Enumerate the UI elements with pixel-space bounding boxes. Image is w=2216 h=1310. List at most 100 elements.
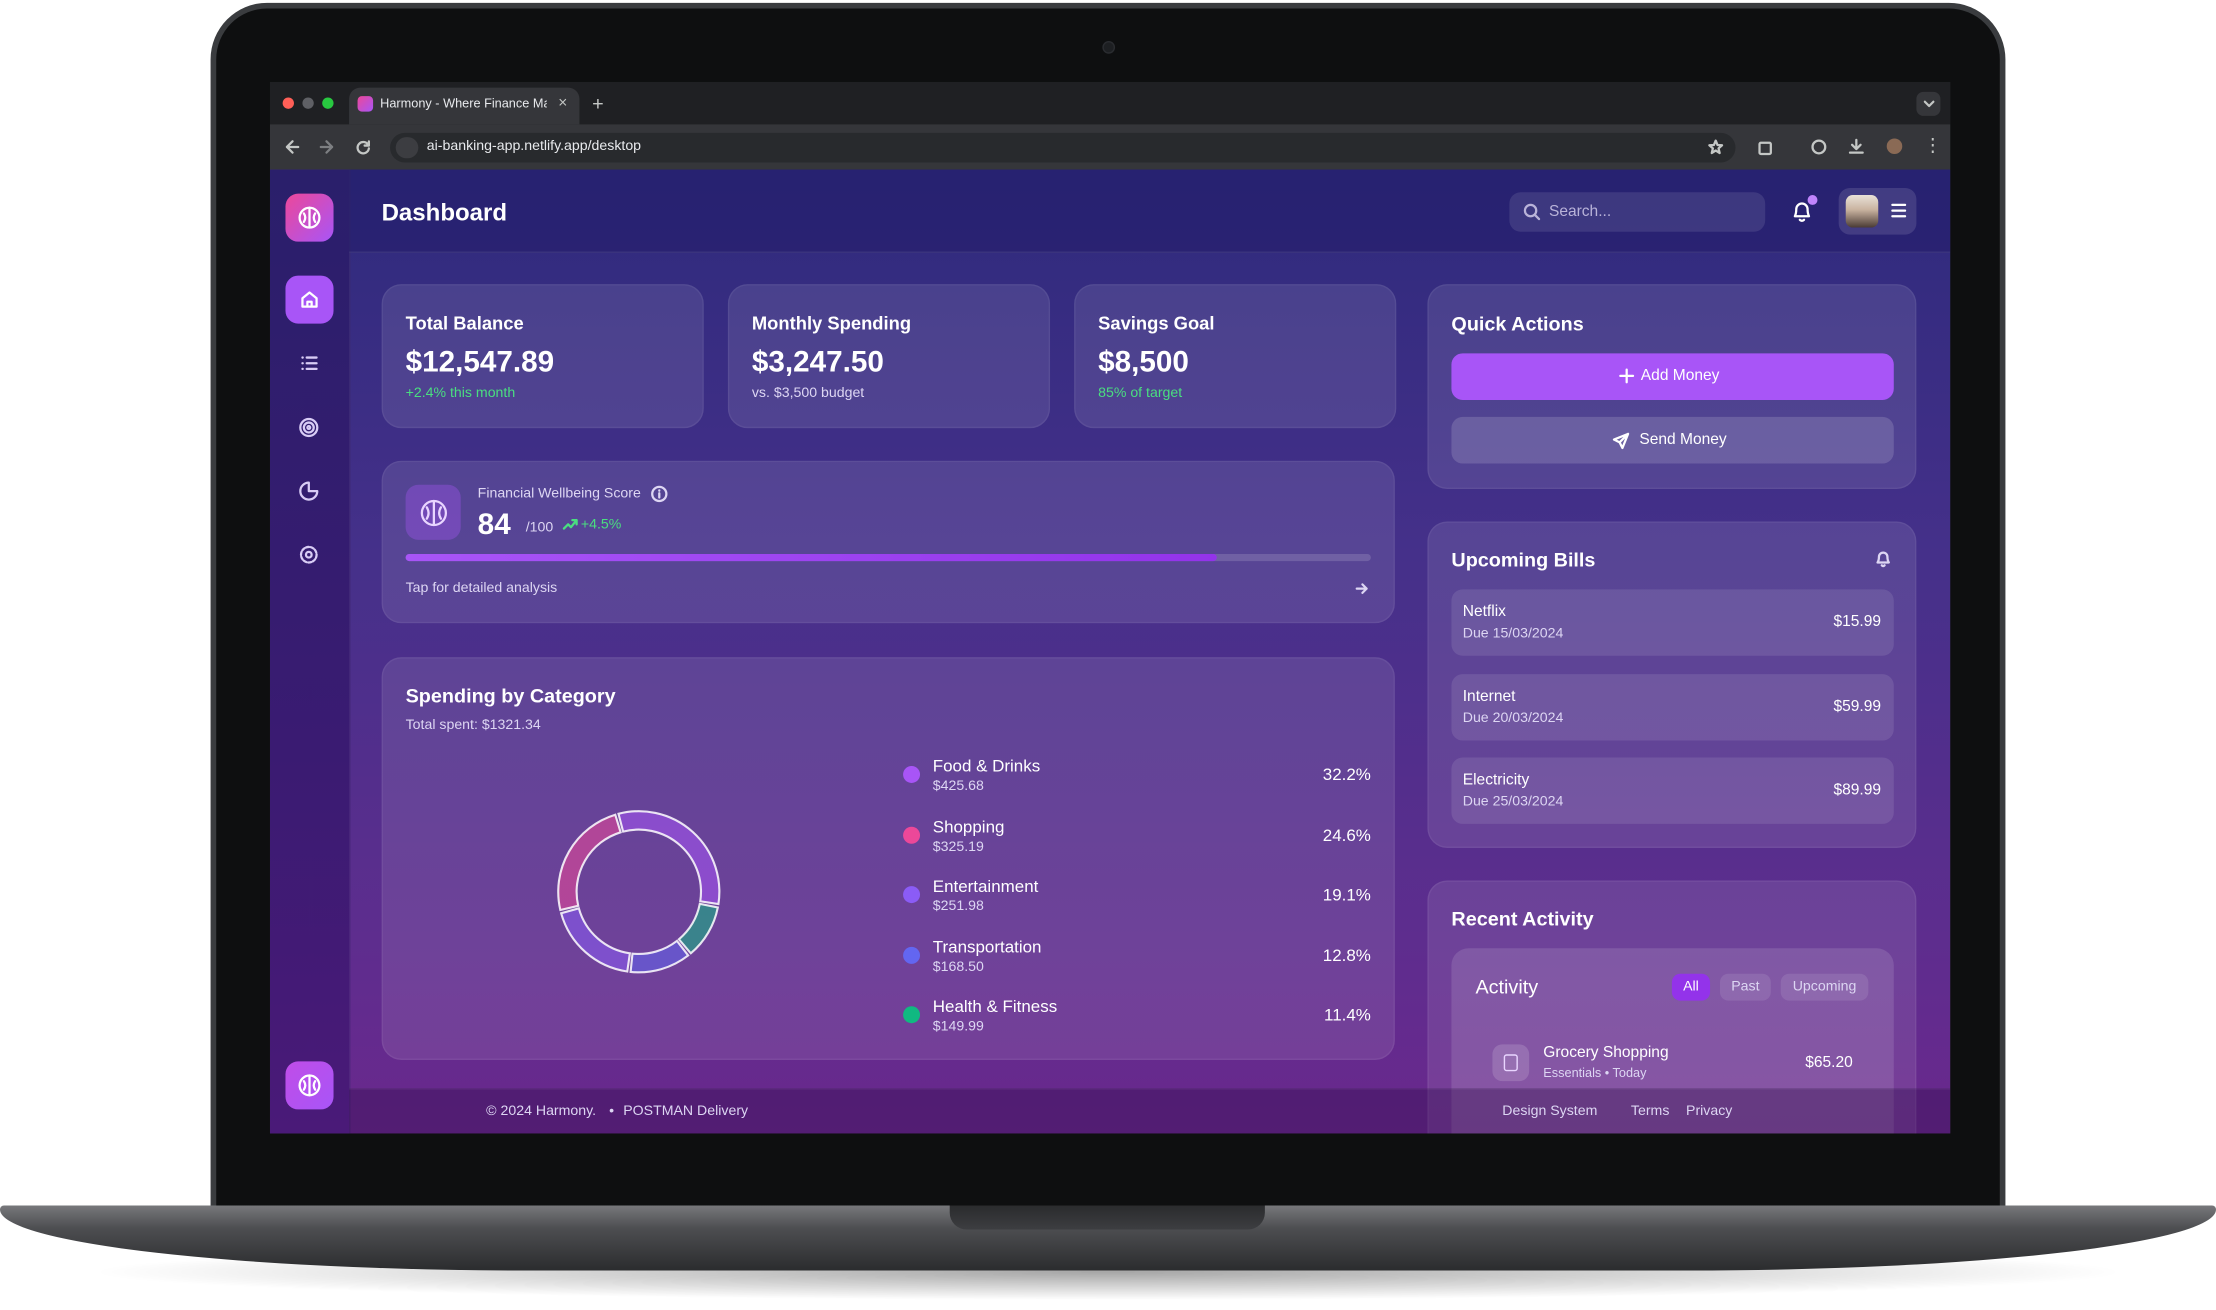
footer-privacy[interactable]: Privacy [1686, 1103, 1733, 1120]
recent-activity-title: Recent Activity [1451, 907, 1594, 930]
legend-category: Health & Fitness [932, 996, 1058, 1017]
wellbeing-scale: /100 [525, 520, 554, 536]
notifications[interactable] [1792, 201, 1812, 222]
stat-label: Total Balance [405, 312, 524, 334]
window-maximize[interactable] [322, 97, 334, 109]
nav-home[interactable] [285, 275, 334, 324]
legend-amount: $168.50 [932, 958, 984, 975]
app: Dashboard Search... Total Balance $12,547… [269, 169, 1951, 1134]
search-placeholder: Search... [1548, 203, 1612, 221]
stat-card [1074, 284, 1397, 429]
wellbeing-link[interactable]: Tap for detailed analysis [405, 580, 558, 597]
tab-title: Harmony - Where Finance Ma [380, 97, 547, 111]
bill-row[interactable] [1451, 589, 1894, 656]
bookmark-star[interactable] [1708, 139, 1724, 155]
assistant-icon [298, 1074, 321, 1097]
donut-segment[interactable] [617, 810, 721, 906]
sidebar [269, 169, 351, 1134]
legend-amount: $251.98 [932, 898, 984, 915]
add-money-button[interactable] [1451, 353, 1894, 400]
stat-card [727, 284, 1051, 429]
send-money-button[interactable] [1451, 416, 1894, 464]
legend-category: Entertainment [932, 876, 1039, 897]
back-button[interactable] [285, 140, 300, 154]
activity-tab[interactable]: Upcoming [1780, 973, 1869, 1001]
legend-percent: 12.8% [1322, 944, 1371, 965]
header [349, 169, 1951, 253]
bills-card [1427, 521, 1917, 848]
stat-value: $8,500 [1098, 346, 1189, 379]
browser-menu[interactable]: ⋮ [1923, 134, 1942, 156]
legend-category: Transportation [932, 936, 1042, 957]
activity-tab-label: Upcoming [1792, 979, 1857, 995]
reload-button[interactable] [356, 140, 370, 155]
donut-segment[interactable] [559, 907, 632, 973]
search-box[interactable] [1509, 192, 1766, 232]
tab-menu-icon [1923, 100, 1935, 108]
site-info[interactable] [395, 137, 419, 159]
recent-activity-card [1427, 880, 1917, 1134]
bills-bell[interactable] [1875, 550, 1891, 568]
favicon [357, 96, 374, 112]
home-icon [301, 291, 318, 308]
info-icon[interactable] [651, 485, 668, 503]
bill-due: Due 25/03/2024 [1462, 794, 1564, 810]
activity-name: Grocery Shopping [1543, 1044, 1669, 1062]
legend-percent: 11.4% [1324, 1004, 1371, 1025]
window-minimize[interactable] [302, 97, 314, 109]
logo-icon [298, 206, 321, 229]
donut-segment[interactable] [629, 939, 690, 974]
footer-design-system[interactable]: Design System [1502, 1103, 1598, 1120]
legend-amount: $425.68 [932, 778, 984, 795]
legend-dot [903, 826, 921, 844]
plus-icon [1619, 368, 1635, 384]
legend-dot [903, 946, 921, 964]
search-icon [1523, 203, 1541, 221]
bill-row[interactable] [1451, 673, 1894, 740]
footer-postman-link[interactable]: POSTMAN Delivery [623, 1103, 749, 1120]
legend-category: Food & Drinks [932, 756, 1041, 776]
footer-terms[interactable]: Terms [1630, 1103, 1670, 1120]
legend-dot [903, 765, 921, 783]
bill-amount: $59.99 [1833, 697, 1882, 715]
url: ai-banking-app.netlify.app/desktop [426, 138, 642, 155]
donut-segment[interactable] [677, 902, 720, 955]
avatar [1845, 195, 1879, 228]
activity-amount[interactable]: $65.20 [1805, 1054, 1853, 1072]
extensions[interactable] [1758, 140, 1774, 156]
address-bar[interactable] [390, 132, 1736, 163]
activity-tab[interactable]: Past [1719, 973, 1771, 1001]
tab-close[interactable]: × [558, 94, 568, 112]
wellbeing-card[interactable] [381, 460, 1395, 624]
nav-settings[interactable] [299, 545, 318, 564]
footer-separator: • [609, 1103, 615, 1120]
arrow-icon [1355, 583, 1368, 594]
bill-row[interactable] [1451, 757, 1894, 824]
nav-analytics[interactable] [299, 481, 319, 501]
toolbar-icon[interactable] [1811, 139, 1828, 156]
donut-segment[interactable] [557, 813, 622, 912]
browser-tab[interactable] [349, 87, 580, 125]
notification-dot [1807, 195, 1818, 205]
new-tab[interactable]: + [592, 91, 604, 115]
profile[interactable] [1886, 138, 1903, 155]
activity-tab[interactable]: All [1671, 973, 1711, 1001]
legend-percent: 19.1% [1322, 884, 1371, 905]
spending-card [381, 657, 1395, 1060]
bill-amount: $89.99 [1833, 781, 1882, 799]
forward-button[interactable] [319, 140, 334, 154]
legend-dot [903, 886, 921, 904]
stat-value: $12,547.89 [405, 346, 555, 379]
stat-note: 85% of target [1098, 385, 1183, 402]
send-money-label: Send Money [1639, 431, 1727, 449]
activity-tab-label: All [1683, 979, 1699, 995]
wellbeing-label: Financial Wellbeing Score [477, 486, 641, 502]
window-close[interactable] [282, 97, 294, 109]
activity-icon-box [1492, 1044, 1530, 1082]
downloads[interactable] [1848, 138, 1865, 155]
legend-percent: 24.6% [1322, 824, 1371, 845]
nav-goals[interactable] [299, 417, 319, 438]
legend-dot [903, 1006, 921, 1024]
bill-name: Netflix [1462, 603, 1506, 621]
nav-transactions[interactable] [301, 356, 318, 370]
